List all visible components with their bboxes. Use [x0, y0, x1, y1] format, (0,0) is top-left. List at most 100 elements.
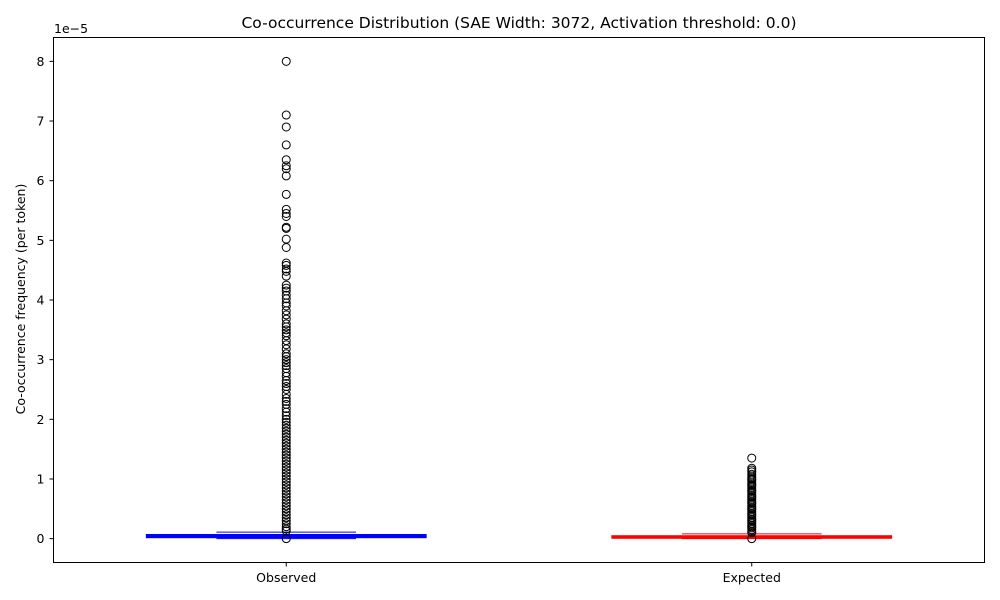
- expected-outlier-point: [747, 528, 757, 538]
- observed-outlier-point: [281, 435, 291, 445]
- observed-outlier-point: [281, 331, 291, 341]
- observed-outlier-point: [281, 519, 291, 529]
- y-tick-label: 4: [37, 293, 45, 308]
- observed-outlier-point: [281, 223, 291, 233]
- observed-outlier-point: [281, 477, 291, 487]
- observed-outlier-point: [281, 453, 291, 463]
- observed-outlier-point: [281, 243, 291, 252]
- x-tick-label: Observed: [256, 570, 316, 585]
- observed-outlier-point: [281, 211, 291, 221]
- observed-outlier-point: [281, 420, 291, 430]
- observed-outlier-point: [281, 358, 291, 368]
- observed-outlier-point: [281, 444, 291, 454]
- x-tick-label: Expected: [723, 570, 781, 585]
- observed-outlier-point: [281, 417, 291, 427]
- observed-outlier-point: [281, 414, 291, 424]
- observed-outlier-point: [281, 280, 291, 290]
- observed-outlier-point: [281, 468, 291, 478]
- observed-outlier-point: [281, 429, 291, 439]
- observed-outlier-point: [281, 352, 291, 362]
- observed-outlier-point: [281, 161, 291, 171]
- observed-outlier-point: [281, 164, 291, 174]
- observed-outlier-point: [281, 480, 291, 490]
- observed-outlier-point: [281, 393, 291, 403]
- observed-outlier-point: [281, 396, 291, 406]
- observed-outlier-point: [281, 492, 291, 502]
- observed-outlier-point: [281, 498, 291, 508]
- y-axis-scale-label: 1e−5: [54, 21, 88, 36]
- observed-outlier-point: [281, 504, 291, 514]
- plot-area: 0 1 2 3 4 5 6 7 8 Observed Expected: [37, 54, 893, 585]
- observed-outlier-point: [281, 264, 291, 274]
- observed-outlier-point: [281, 208, 291, 218]
- observed-outlier-point: [281, 371, 291, 381]
- observed-outlier-point: [281, 486, 291, 496]
- observed-outlier-point: [281, 462, 291, 472]
- observed-outlier-point: [281, 456, 291, 466]
- observed-outlier-point: [281, 426, 291, 436]
- observed-outlier-point: [281, 260, 291, 270]
- observed-outlier-point: [281, 474, 291, 484]
- y-tick-label: 1: [37, 471, 45, 486]
- observed-outlier-point: [281, 450, 291, 460]
- observed-outlier-point: [281, 355, 291, 365]
- observed-outlier-point: [281, 465, 291, 475]
- observed-outlier-point: [281, 404, 291, 414]
- observed-outlier-point: [281, 204, 291, 214]
- observed-outlier-point: [281, 56, 291, 66]
- y-tick-label: 3: [37, 352, 45, 367]
- observed-outlier-point: [281, 534, 291, 544]
- y-tick-label: 0: [37, 531, 45, 546]
- observed-outlier-point: [281, 507, 291, 517]
- observed-outlier-point: [281, 459, 291, 469]
- observed-outlier-point: [281, 384, 291, 394]
- observed-outlier-point: [281, 411, 291, 421]
- observed-outlier-point: [281, 319, 291, 329]
- observed-outlier-point: [281, 471, 291, 481]
- observed-outlier-point: [281, 379, 291, 389]
- observed-outlier-point: [281, 310, 291, 320]
- observed-outlier-point: [281, 495, 291, 505]
- observed-outlier-point: [281, 432, 291, 442]
- y-tick-label: 2: [37, 412, 45, 427]
- observed-outlier-point: [281, 407, 291, 417]
- observed-outlier-point: [281, 349, 291, 359]
- plot-frame: [53, 37, 985, 563]
- observed-outlier-point: [281, 294, 291, 304]
- observed-outlier-point: [281, 483, 291, 493]
- observed-outlier-point: [281, 522, 291, 532]
- observed-outlier-point: [281, 513, 291, 523]
- observed-outlier-point: [281, 423, 291, 433]
- observed-outlier-point: [281, 266, 291, 276]
- observed-outlier-point: [281, 171, 291, 181]
- observed-outlier-point: [281, 283, 291, 293]
- observed-outlier-point: [281, 489, 291, 499]
- observed-outlier-point: [281, 110, 291, 120]
- observed-outlier-point: [281, 447, 291, 457]
- observed-outlier-point: [281, 301, 291, 311]
- observed-outlier-point: [281, 441, 291, 451]
- y-tick-label: 8: [37, 54, 45, 69]
- y-axis-label: Co-occurrence frequency (per token): [13, 184, 28, 415]
- chart-title: Co-occurrence Distribution (SAE Width: 3…: [241, 14, 796, 32]
- observed-outlier-point: [281, 376, 291, 386]
- observed-outlier-point: [281, 140, 291, 150]
- observed-outlier-point: [281, 340, 291, 350]
- observed-outlier-point: [281, 510, 291, 520]
- expected-outlier-point: [747, 534, 757, 544]
- observed-outlier-point: [281, 155, 291, 165]
- y-tick-label: 5: [37, 233, 45, 248]
- y-tick-label: 6: [37, 173, 45, 188]
- observed-outlier-point: [281, 234, 291, 244]
- y-tick-label: 7: [37, 114, 45, 129]
- observed-outlier-point: [281, 122, 291, 132]
- observed-outlier-point: [281, 322, 291, 332]
- observed-outlier-point: [281, 389, 291, 399]
- observed-outlier-point: [281, 501, 291, 511]
- observed-outlier-point: [281, 361, 291, 371]
- observed-outlier-point: [281, 438, 291, 448]
- observed-outlier-point: [281, 271, 291, 281]
- observed-outlier-point: [281, 189, 291, 199]
- observed-outlier-point: [281, 325, 291, 335]
